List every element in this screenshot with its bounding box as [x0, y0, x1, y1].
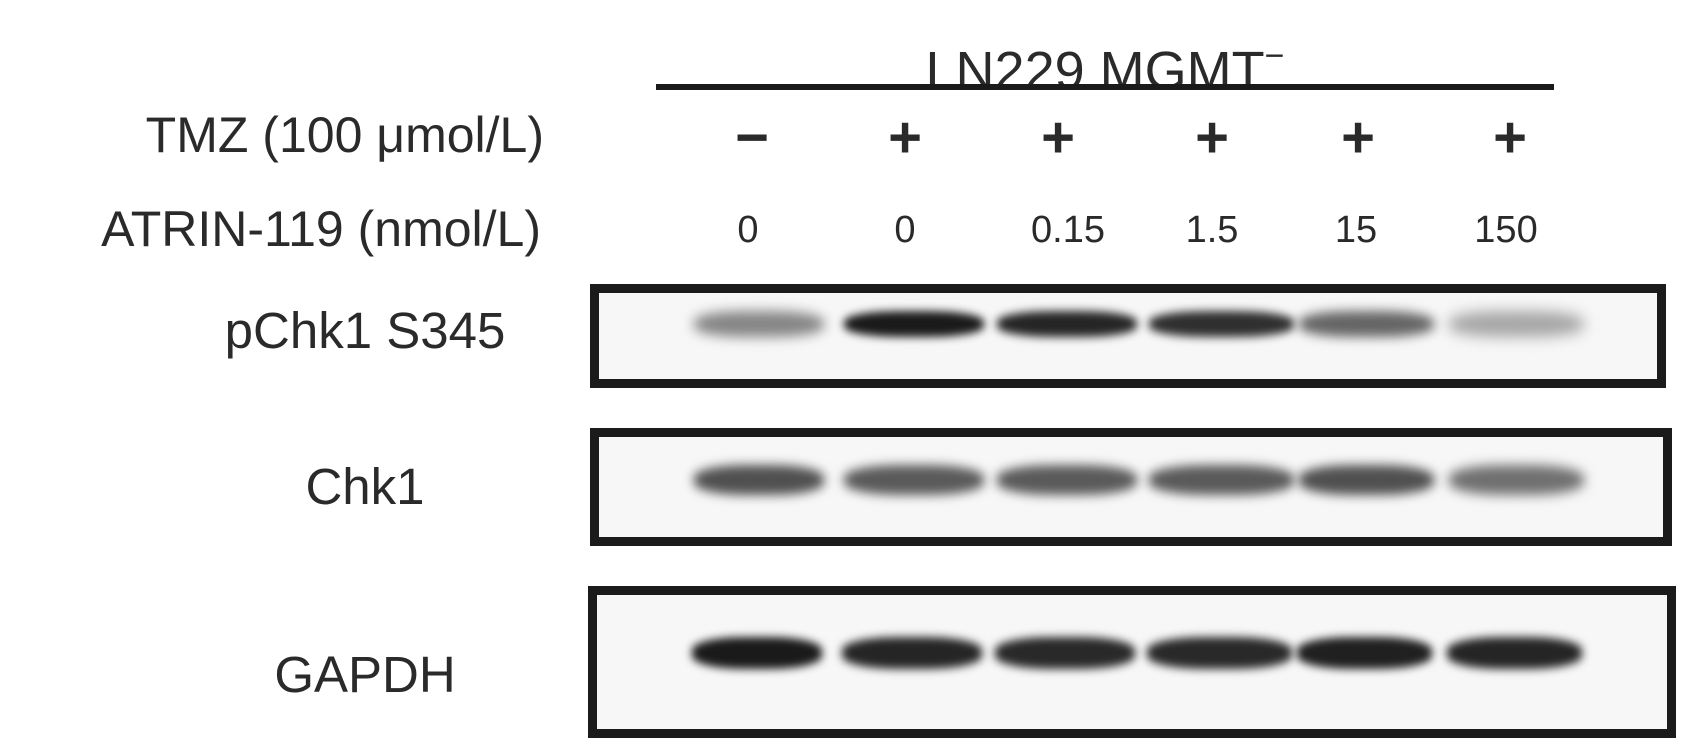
band-chk1-lane-2: [844, 465, 984, 495]
band-chk1-lane-5: [1299, 465, 1434, 495]
header-underline: [656, 84, 1554, 90]
blot-panel-chk1: [590, 428, 1672, 546]
band-pchk1-lane-1: [694, 311, 824, 337]
band-gapdh-lane-4: [1147, 637, 1292, 669]
band-pchk1-lane-4: [1149, 311, 1294, 337]
blot-panel-pchk1: [590, 284, 1666, 388]
tmz-sign-lane-4: +: [1195, 105, 1229, 170]
tmz-sign-lane-6: +: [1493, 105, 1527, 170]
band-pchk1-lane-2: [844, 311, 984, 337]
atrin-row-label: ATRIN-119 (nmol/L): [101, 201, 541, 257]
blot-label-gapdh: GAPDH: [274, 646, 456, 703]
band-gapdh-lane-1: [692, 637, 822, 669]
blot-label-pchk1: pChk1 S345: [224, 302, 506, 359]
tmz-sign-lane-1: −: [735, 105, 769, 170]
cell-line-header: LN229 MGMT−: [660, 26, 1550, 101]
tmz-sign-lane-3: +: [1041, 105, 1075, 170]
tmz-row-label: TMZ (100 μmol/L): [145, 107, 544, 163]
tmz-sign-lane-5: +: [1341, 105, 1375, 170]
band-chk1-lane-1: [694, 465, 824, 495]
band-gapdh-lane-2: [842, 637, 982, 669]
band-chk1-lane-6: [1449, 465, 1584, 495]
blot-label-chk1: Chk1: [305, 458, 425, 515]
cell-line-superscript: −: [1264, 37, 1285, 75]
atrin-dose-lane-3: 0.15: [1031, 209, 1105, 251]
tmz-sign-lane-2: +: [888, 105, 922, 170]
atrin-dose-lane-6: 150: [1474, 209, 1538, 251]
band-chk1-lane-4: [1149, 465, 1294, 495]
cell-line-name: LN229 MGMT: [925, 41, 1265, 101]
band-pchk1-lane-3: [997, 311, 1137, 337]
atrin-dose-lane-2: 0: [894, 209, 916, 251]
atrin-dose-lane-5: 15: [1334, 209, 1378, 251]
blot-panel-gapdh: [588, 586, 1676, 738]
atrin-dose-lane-1: 0: [737, 209, 759, 251]
band-pchk1-lane-5: [1299, 311, 1434, 337]
atrin-dose-lane-4: 1.5: [1185, 209, 1239, 251]
band-gapdh-lane-5: [1297, 637, 1432, 669]
band-gapdh-lane-6: [1447, 637, 1582, 669]
band-pchk1-lane-6: [1449, 311, 1584, 337]
band-chk1-lane-3: [997, 465, 1137, 495]
band-gapdh-lane-3: [995, 637, 1135, 669]
